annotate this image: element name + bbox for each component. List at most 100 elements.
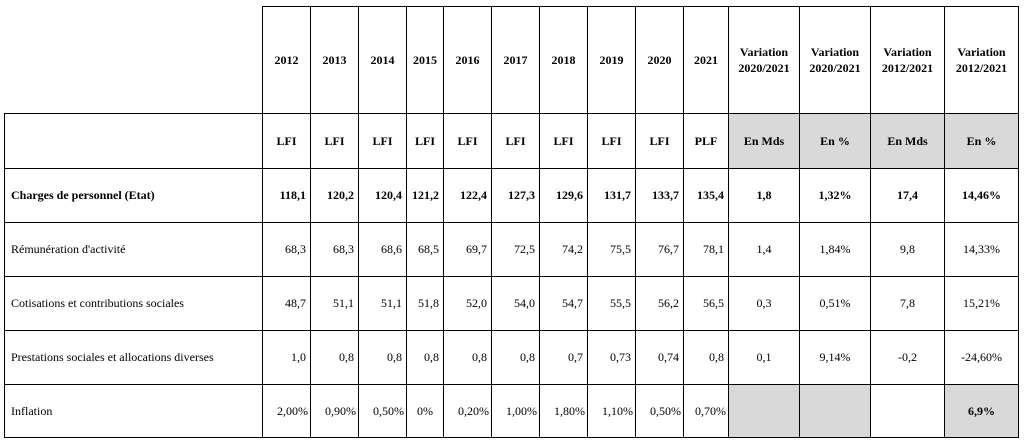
source-header: PLF [683, 113, 729, 169]
value-cell: 1,10% [587, 384, 636, 438]
source-header: LFI [358, 113, 407, 169]
value-cell: 129,6 [539, 168, 588, 223]
table-row: Cotisations et contributions sociales 48… [4, 276, 1019, 331]
variation-cell: 0,51% [799, 276, 871, 331]
value-cell: 133,7 [635, 168, 684, 223]
header-row-sources: LFI LFI LFI LFI LFI LFI LFI LFI LFI PLF … [4, 113, 1019, 169]
variation-cell: 14,33% [944, 222, 1019, 277]
variation-cell: 1,8 [728, 168, 800, 223]
value-cell: 118,1 [262, 168, 311, 223]
value-cell: 74,2 [539, 222, 588, 277]
value-cell: 0,8 [683, 330, 729, 385]
variation-cell [728, 384, 800, 438]
value-cell: 0,73 [587, 330, 636, 385]
table-row: Charges de personnel (Etat) 118,1 120,2 … [4, 168, 1019, 223]
value-cell: 54,0 [491, 276, 540, 331]
year-header: 2015 [406, 6, 444, 114]
value-cell: 0,8 [443, 330, 492, 385]
row-label: Inflation [4, 384, 263, 438]
unit-header: En % [944, 113, 1019, 169]
value-cell: 1,80% [539, 384, 588, 438]
row-label: Rémunération d'activité [4, 222, 263, 277]
source-header: LFI [262, 113, 311, 169]
year-header: 2021 [683, 6, 729, 114]
variation-cell: 9,14% [799, 330, 871, 385]
value-cell: 51,1 [358, 276, 407, 331]
value-cell: 68,6 [358, 222, 407, 277]
table-row: Inflation 2,00% 0,90% 0,50% 0% 0,20% 1,0… [4, 384, 1019, 438]
source-header: LFI [443, 113, 492, 169]
year-header: 2017 [491, 6, 540, 114]
source-header: LFI [587, 113, 636, 169]
value-cell: 0,8 [310, 330, 359, 385]
value-cell: 135,4 [683, 168, 729, 223]
value-cell: 0,70% [683, 384, 729, 438]
year-header: 2019 [587, 6, 636, 114]
value-cell: 51,1 [310, 276, 359, 331]
row-label: Charges de personnel (Etat) [4, 168, 263, 223]
variation-cell: 6,9% [944, 384, 1019, 438]
variation-cell: 17,4 [870, 168, 945, 223]
value-cell: 52,0 [443, 276, 492, 331]
variation-cell: 15,21% [944, 276, 1019, 331]
value-cell: 69,7 [443, 222, 492, 277]
value-cell: 0,8 [491, 330, 540, 385]
year-header: 2014 [358, 6, 407, 114]
variation-cell: 0,3 [728, 276, 800, 331]
variation-cell: 0,1 [728, 330, 800, 385]
value-cell: 0% [406, 384, 444, 438]
value-cell: 56,5 [683, 276, 729, 331]
value-cell: 78,1 [683, 222, 729, 277]
value-cell: 72,5 [491, 222, 540, 277]
year-header: 2018 [539, 6, 588, 114]
source-header: LFI [635, 113, 684, 169]
variation-cell: 1,4 [728, 222, 800, 277]
value-cell: 131,7 [587, 168, 636, 223]
personnel-charges-table: 2012 2013 2014 2015 2016 2017 2018 2019 … [4, 6, 1019, 438]
value-cell: 0,74 [635, 330, 684, 385]
header-row-years: 2012 2013 2014 2015 2016 2017 2018 2019 … [4, 6, 1019, 114]
variation-cell [870, 384, 945, 438]
value-cell: 55,5 [587, 276, 636, 331]
year-header: 2012 [262, 6, 311, 114]
variation-header: Variation 2020/2021 [728, 6, 800, 114]
value-cell: 0,7 [539, 330, 588, 385]
value-cell: 121,2 [406, 168, 444, 223]
variation-cell: -24,60% [944, 330, 1019, 385]
empty-cell [4, 113, 263, 169]
value-cell: 48,7 [262, 276, 311, 331]
unit-header: En % [799, 113, 871, 169]
value-cell: 0,90% [310, 384, 359, 438]
value-cell: 54,7 [539, 276, 588, 331]
value-cell: 0,50% [635, 384, 684, 438]
value-cell: 127,3 [491, 168, 540, 223]
source-header: LFI [539, 113, 588, 169]
value-cell: 76,7 [635, 222, 684, 277]
year-header: 2013 [310, 6, 359, 114]
variation-header: Variation 2012/2021 [870, 6, 945, 114]
value-cell: 1,00% [491, 384, 540, 438]
variation-cell [799, 384, 871, 438]
value-cell: 51,8 [406, 276, 444, 331]
source-header: LFI [310, 113, 359, 169]
year-header: 2016 [443, 6, 492, 114]
unit-header: En Mds [870, 113, 945, 169]
variation-header: Variation 2012/2021 [944, 6, 1019, 114]
value-cell: 68,5 [406, 222, 444, 277]
value-cell: 68,3 [310, 222, 359, 277]
value-cell: 0,20% [443, 384, 492, 438]
value-cell: 120,4 [358, 168, 407, 223]
value-cell: 75,5 [587, 222, 636, 277]
value-cell: 122,4 [443, 168, 492, 223]
variation-cell: 14,46% [944, 168, 1019, 223]
value-cell: 0,8 [406, 330, 444, 385]
year-header: 2020 [635, 6, 684, 114]
variation-cell: 1,84% [799, 222, 871, 277]
variation-header: Variation 2020/2021 [799, 6, 871, 114]
corner-cell [4, 6, 263, 114]
table-row: Prestations sociales et allocations dive… [4, 330, 1019, 385]
variation-cell: 1,32% [799, 168, 871, 223]
value-cell: 120,2 [310, 168, 359, 223]
source-header: LFI [491, 113, 540, 169]
value-cell: 2,00% [262, 384, 311, 438]
